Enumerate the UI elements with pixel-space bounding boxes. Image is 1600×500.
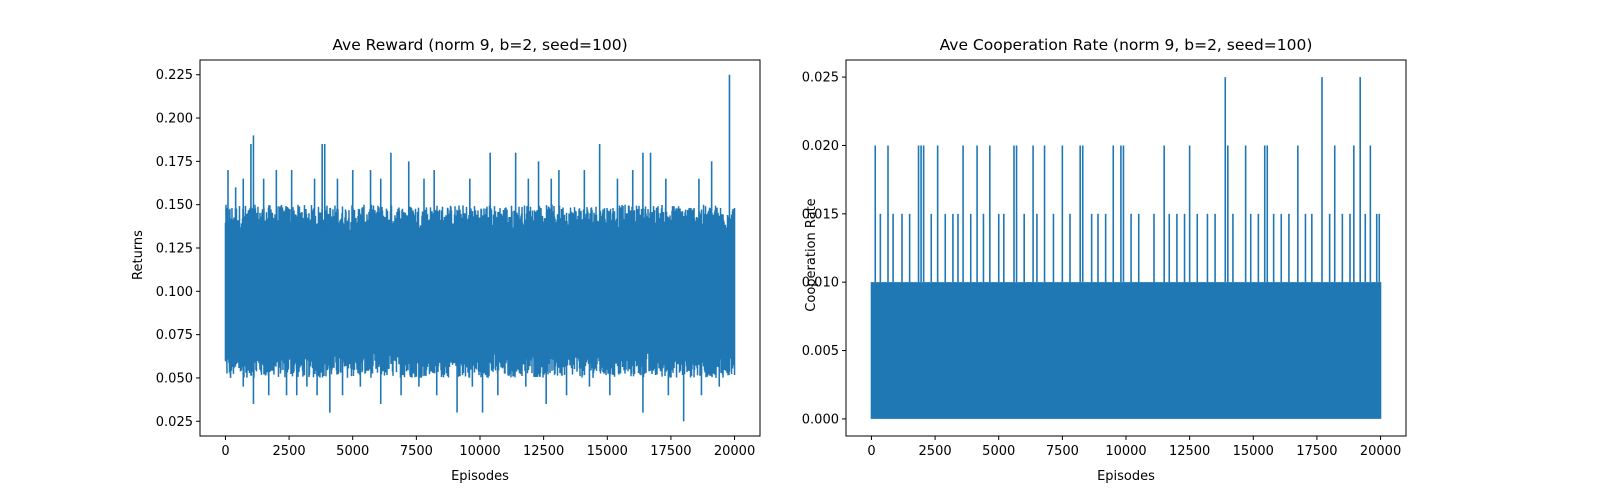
reward-y-tick-label: 0.100 — [156, 285, 193, 300]
reward-x-tick-label: 5000 — [336, 444, 369, 459]
reward-x-tick-label: 0 — [221, 444, 229, 459]
cooperation-y-tick-label: 0.025 — [802, 71, 839, 86]
cooperation-x-tick-label: 12500 — [1169, 444, 1210, 459]
cooperation-x-tick-label: 17500 — [1296, 444, 1337, 459]
cooperation-x-tick-label: 2500 — [919, 444, 952, 459]
reward-x-tick-label: 20000 — [714, 444, 755, 459]
cooperation-y-tick-label: 0.020 — [802, 139, 839, 154]
cooperation-y-tick-label: 0.015 — [802, 207, 839, 222]
reward-y-tick-label: 0.125 — [156, 242, 193, 257]
cooperation-x-tick-label: 20000 — [1360, 444, 1401, 459]
reward-y-axis-label: Returns — [131, 230, 146, 280]
cooperation-chart-title: Ave Cooperation Rate (norm 9, b=2, seed=… — [940, 36, 1313, 54]
reward-y-tick-label: 0.075 — [156, 328, 193, 343]
cooperation-y-tick-label: 0.010 — [802, 276, 839, 291]
reward-chart-title: Ave Reward (norm 9, b=2, seed=100) — [332, 36, 627, 54]
reward-y-tick-label: 0.225 — [156, 68, 193, 83]
reward-x-tick-label: 17500 — [650, 444, 691, 459]
reward-y-tick-label: 0.150 — [156, 198, 193, 213]
reward-plot-area: 0 2500 5000 7500 10000 12500 15000 17500 20000 0.… — [156, 59, 761, 459]
cooperation-chart: Ave Cooperation Rate (norm 9, b=2, seed=… — [802, 36, 1407, 484]
cooperation-y-tick-label: 0.000 — [802, 412, 839, 427]
cooperation-x-tick-label: 0 — [867, 444, 875, 459]
reward-y-tick-label: 0.025 — [156, 415, 193, 430]
cooperation-x-tick-label: 7500 — [1046, 444, 1079, 459]
cooperation-x-tick-label: 5000 — [982, 444, 1015, 459]
reward-x-axis-label: Episodes — [451, 469, 509, 484]
cooperation-y-axis-label: Cooperation Rate — [804, 198, 819, 311]
reward-y-tick-label: 0.200 — [156, 112, 193, 127]
reward-x-tick-label: 10000 — [459, 444, 500, 459]
cooperation-series-line — [870, 282, 1382, 419]
reward-y-tick-label: 0.175 — [156, 155, 193, 170]
reward-y-tick-label: 0.050 — [156, 371, 193, 386]
cooperation-plot-area: 0 2500 5000 7500 10000 12500 15000 17500 20000 0.… — [802, 59, 1407, 459]
cooperation-x-tick-label: 10000 — [1105, 444, 1146, 459]
reward-x-tick-label: 7500 — [400, 444, 433, 459]
reward-series-line — [224, 204, 736, 378]
cooperation-y-tick-label: 0.005 — [802, 344, 839, 359]
reward-x-tick-label: 15000 — [587, 444, 628, 459]
cooperation-x-tick-label: 15000 — [1233, 444, 1274, 459]
cooperation-x-axis-label: Episodes — [1097, 469, 1155, 484]
reward-x-tick-label: 12500 — [523, 444, 564, 459]
reward-x-tick-label: 2500 — [273, 444, 306, 459]
reward-chart: Ave Reward (norm 9, b=2, seed=100) 0 2500… — [131, 36, 761, 484]
